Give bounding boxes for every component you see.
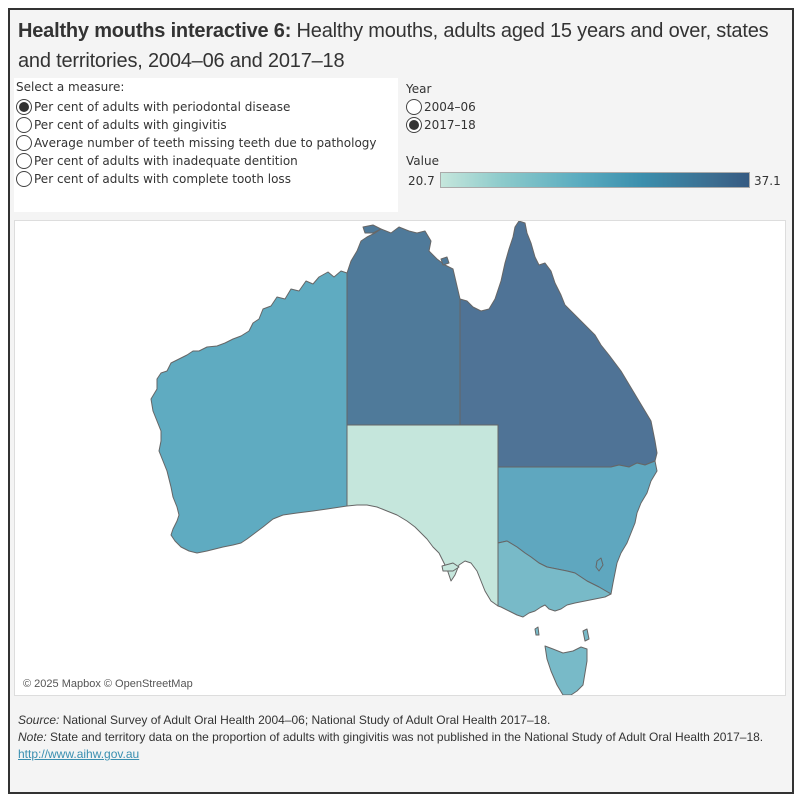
- australia-map[interactable]: [15, 221, 786, 696]
- measure-option-label: Per cent of adults with periodontal dise…: [34, 100, 291, 114]
- legend-min-value: 20.7: [408, 174, 435, 188]
- source-text: National Survey of Adult Oral Health 200…: [59, 713, 551, 727]
- legend-title: Value: [406, 154, 439, 168]
- title-bold: Healthy mouths interactive 6:: [18, 20, 292, 42]
- radio-selected-icon[interactable]: [16, 99, 32, 115]
- footer-notes: Source: National Survey of Adult Oral He…: [18, 712, 788, 763]
- source-label: Source:: [18, 713, 60, 727]
- measure-option-gingivitis[interactable]: Per cent of adults with gingivitis: [16, 116, 227, 134]
- groote-eylandt: [440, 256, 450, 266]
- color-legend-bar: [440, 172, 750, 188]
- radio-selected-icon[interactable]: [406, 117, 422, 133]
- radio-unselected-icon[interactable]: [16, 117, 32, 133]
- year-option-label: 2004–06: [424, 100, 476, 114]
- region-act[interactable]: [595, 557, 604, 572]
- title-rest: Healthy mouths, adults aged 15 years and…: [18, 20, 769, 72]
- measure-option-periodontal[interactable]: Per cent of adults with periodontal dise…: [16, 98, 290, 116]
- king-island: [534, 626, 540, 636]
- measure-option-label: Average number of teeth missing teeth du…: [34, 136, 377, 150]
- dashboard-frame: Healthy mouths interactive 6: Healthy mo…: [8, 8, 794, 794]
- year-option-2004-06[interactable]: 2004–06: [406, 98, 476, 116]
- region-western-australia[interactable]: [150, 270, 348, 554]
- measure-option-label: Per cent of adults with complete tooth l…: [34, 172, 291, 186]
- measure-selector-label: Select a measure:: [16, 80, 125, 94]
- note-line: Note: State and territory data on the pr…: [18, 729, 788, 746]
- radio-unselected-icon[interactable]: [16, 171, 32, 187]
- map-view[interactable]: © 2025 Mapbox © OpenStreetMap: [14, 220, 786, 696]
- flinders-island: [582, 628, 590, 642]
- region-south-australia[interactable]: [346, 424, 499, 607]
- source-line: Source: National Survey of Adult Oral He…: [18, 712, 788, 729]
- region-victoria[interactable]: [497, 540, 612, 618]
- measure-option-label: Per cent of adults with gingivitis: [34, 118, 227, 132]
- measure-selector: Select a measure: Per cent of adults wit…: [14, 78, 398, 212]
- tiwi-islands: [362, 224, 382, 234]
- year-selector-label: Year: [406, 82, 432, 96]
- radio-unselected-icon[interactable]: [16, 135, 32, 151]
- legend-max-value: 37.1: [754, 174, 781, 188]
- radio-unselected-icon[interactable]: [16, 153, 32, 169]
- note-text: State and territory data on the proporti…: [46, 730, 764, 744]
- note-label: Note:: [18, 730, 47, 744]
- measure-option-inadequate-dentition[interactable]: Per cent of adults with inadequate denti…: [16, 152, 298, 170]
- measure-option-label: Per cent of adults with inadequate denti…: [34, 154, 298, 168]
- measure-option-complete-tooth-loss[interactable]: Per cent of adults with complete tooth l…: [16, 170, 291, 188]
- year-selector: Year 2004–06 2017–18 Value 20.7 37.1: [404, 78, 784, 218]
- page-title: Healthy mouths interactive 6: Healthy mo…: [18, 16, 778, 76]
- measure-option-missing-teeth[interactable]: Average number of teeth missing teeth du…: [16, 134, 377, 152]
- year-option-2017-18[interactable]: 2017–18: [406, 116, 476, 134]
- region-tasmania[interactable]: [544, 645, 588, 695]
- radio-unselected-icon[interactable]: [406, 99, 422, 115]
- region-northern-territory[interactable]: [346, 226, 461, 426]
- year-option-label: 2017–18: [424, 118, 476, 132]
- map-attribution[interactable]: © 2025 Mapbox © OpenStreetMap: [21, 677, 195, 691]
- aihw-link[interactable]: http://www.aihw.gov.au: [18, 747, 140, 761]
- kangaroo-island: [441, 562, 460, 572]
